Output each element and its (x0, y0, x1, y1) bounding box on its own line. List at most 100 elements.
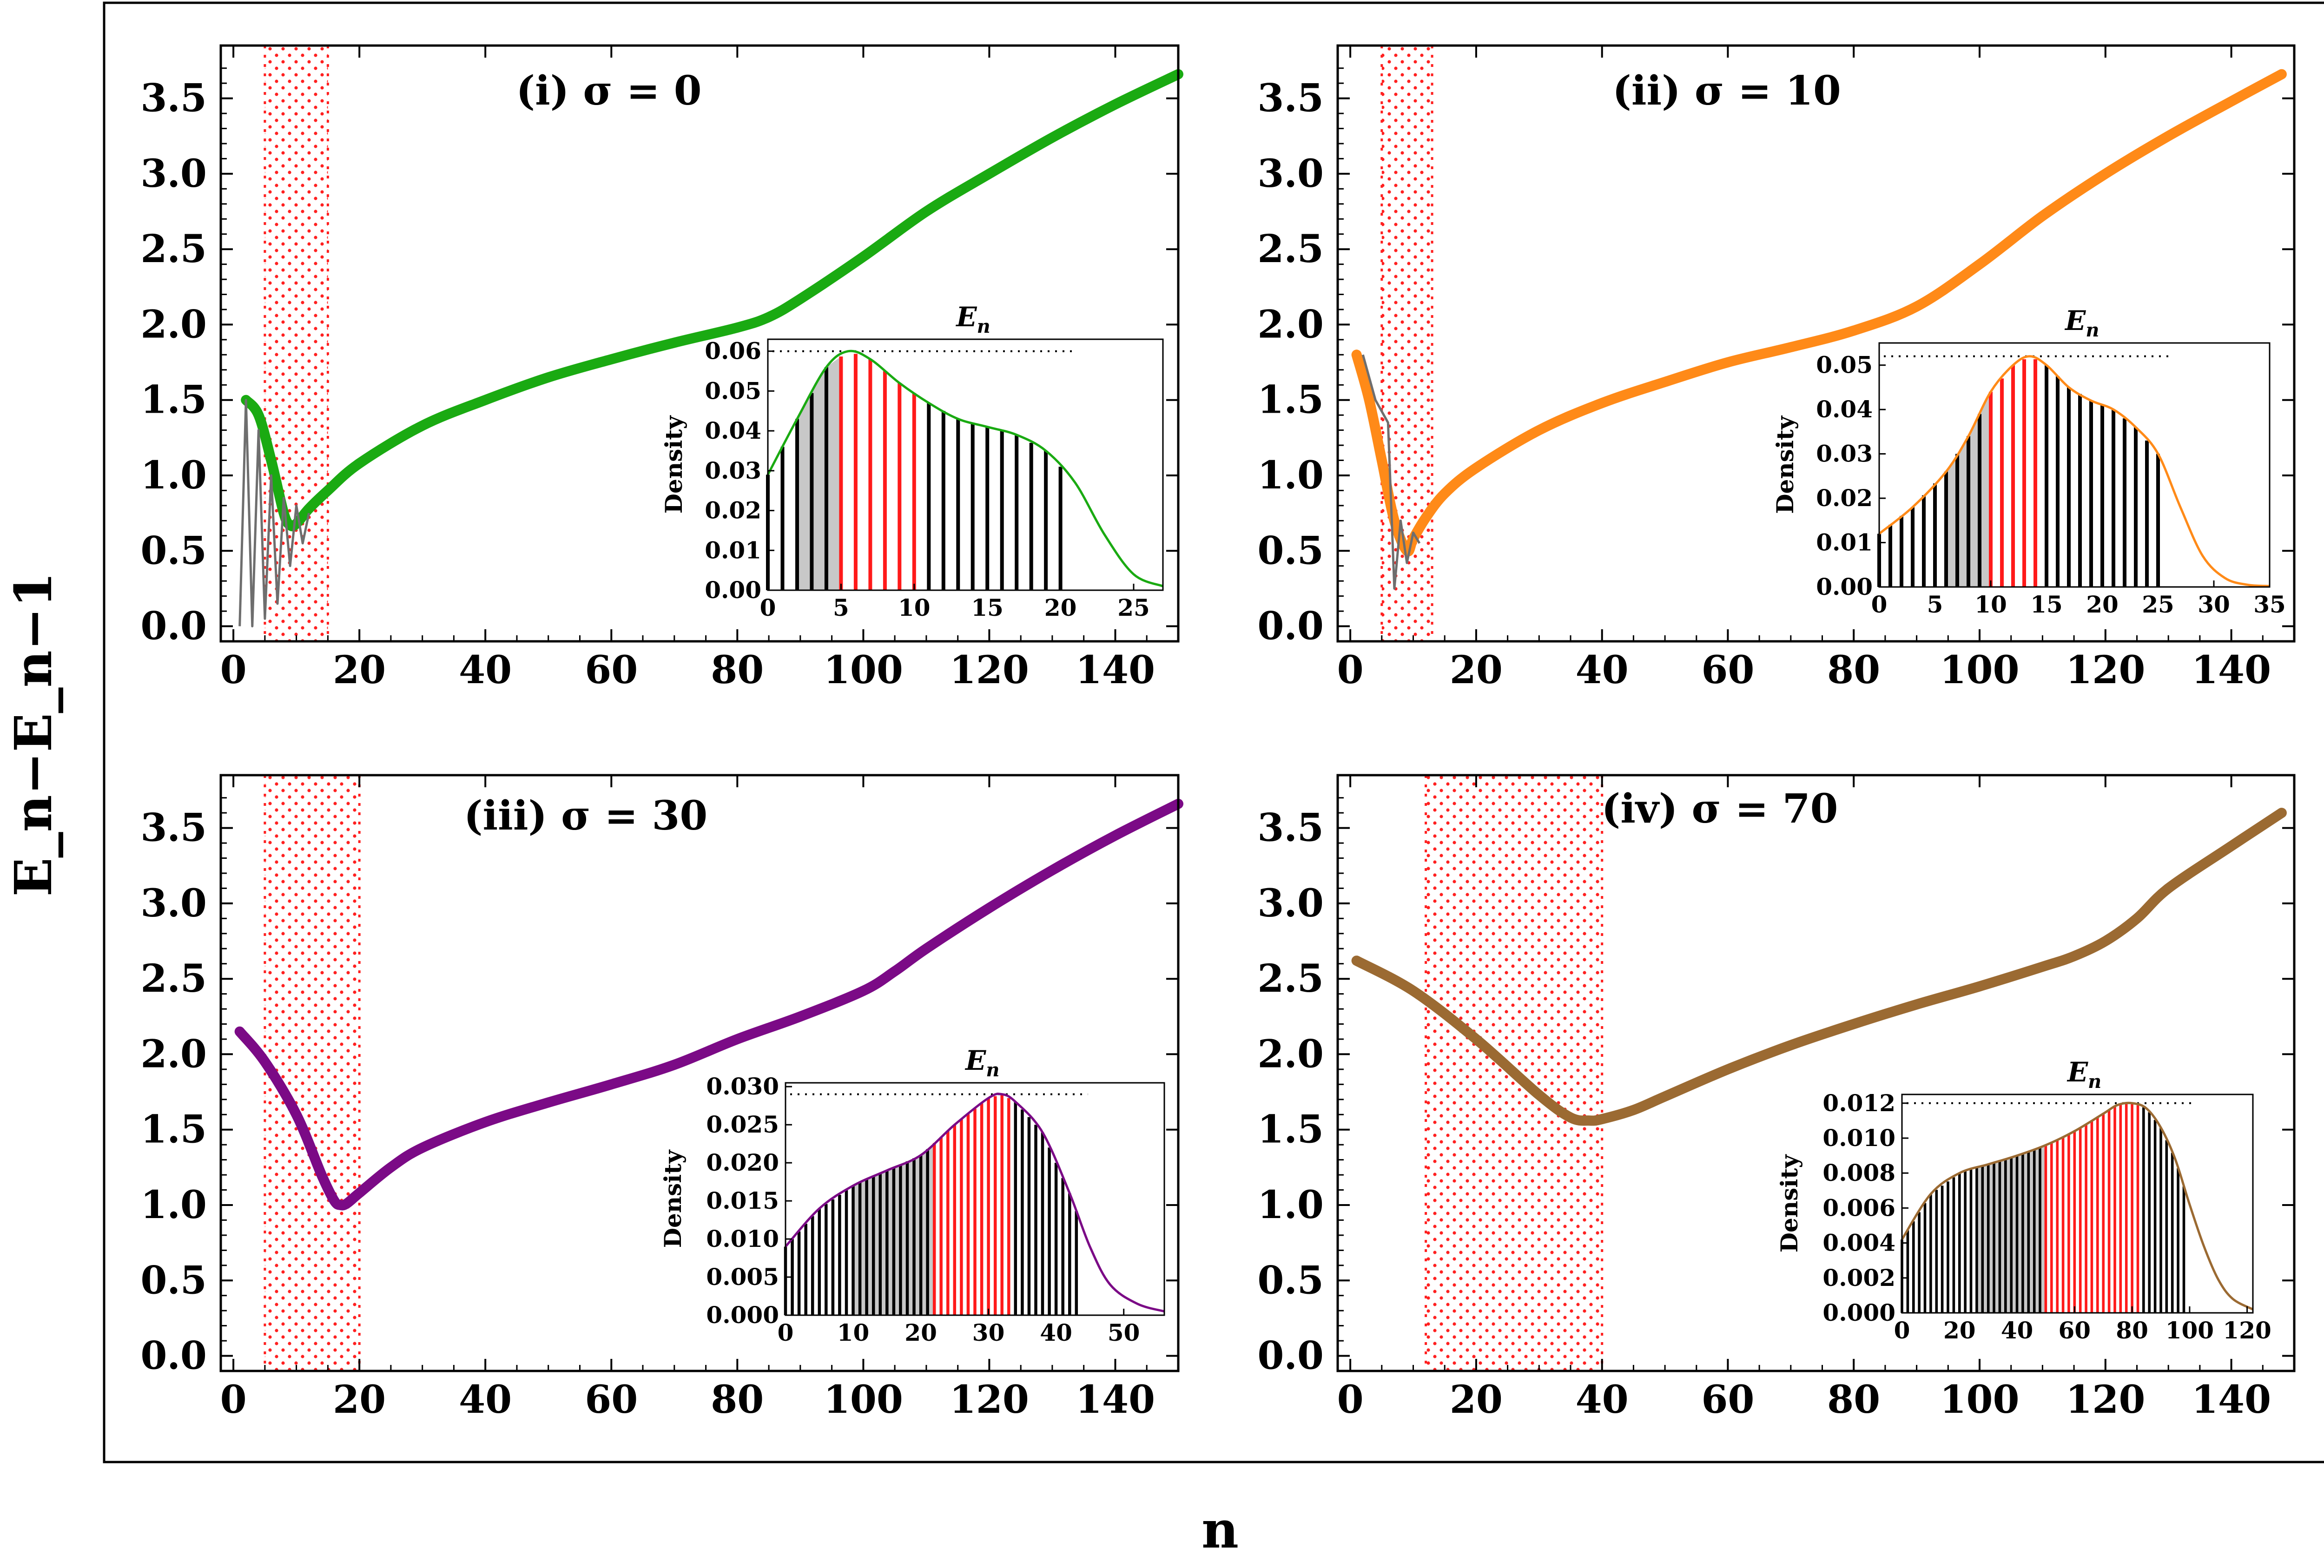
panel-title: (ii) σ = 10 (1612, 67, 1841, 114)
plot-frame (219, 774, 1180, 1372)
inset-x-tick-label: 25 (1117, 594, 1150, 621)
inset-y-tick-label: 0.03 (705, 457, 761, 484)
y-tick-label: 1.5 (1257, 378, 1324, 422)
inset-y-tick-label: 0.02 (705, 497, 761, 524)
y-tick-label: 3.0 (140, 152, 207, 196)
y-tick-label: 0.0 (140, 604, 207, 649)
y-tick-label: 3.5 (140, 806, 207, 850)
inset-x-tick-label: 100 (2166, 1317, 2214, 1344)
x-tick-label: 0 (220, 648, 247, 692)
x-tick-label: 80 (1827, 1377, 1880, 1422)
y-tick-label: 3.5 (1257, 76, 1324, 121)
inset-x-tick-label: 120 (2223, 1317, 2271, 1344)
inset-y-tick-label: 0.06 (705, 337, 761, 365)
inset-x-tick-label: 10 (837, 1319, 870, 1346)
x-tick-label: 120 (2066, 1377, 2145, 1422)
inset-density-curve (1901, 1101, 2254, 1311)
inset-x-tick-label: 30 (2198, 591, 2230, 618)
shaded-region (264, 775, 360, 1371)
y-tick-label: 2.0 (140, 302, 207, 347)
y-tick-label: 1.0 (140, 1183, 207, 1227)
x-tick-label: 20 (1450, 1377, 1503, 1422)
inset-x-tick-label: 0 (778, 1319, 794, 1346)
inset-frame (785, 1082, 1165, 1316)
x-tick-label: 80 (1827, 648, 1880, 692)
y-tick-label: 1.5 (1257, 1107, 1324, 1152)
x-tick-label: 60 (585, 1377, 638, 1422)
inset-x-tick-label: 40 (1040, 1319, 1072, 1346)
plot-frame (219, 44, 1180, 643)
inset-density-chart: 0 10 20 30 40 50 0.000 0.005 0.010 0.015 0.020 0.02… (659, 1045, 1165, 1346)
series-line-smooth (1351, 69, 2287, 557)
y-tick-label: 0.0 (1257, 604, 1324, 649)
inset-y-tick-label: 0.006 (1822, 1194, 1895, 1221)
y-tick-label: 2.5 (140, 227, 207, 271)
inset-background (1879, 343, 2270, 587)
inset-x-tick-label: 0 (1894, 1317, 1910, 1344)
x-tick-label: 20 (333, 1377, 386, 1422)
inset-y-tick-label: 0.00 (1816, 573, 1873, 600)
inset-x-tick-label: 20 (905, 1319, 937, 1346)
inset-y-tick-label: 0.020 (706, 1149, 779, 1176)
y-tick-label: 1.5 (140, 1107, 207, 1152)
inset-y-tick-label: 0.02 (1816, 484, 1873, 512)
y-tick-label: 0.0 (1257, 1334, 1324, 1378)
inset-x-tick-label: 60 (2059, 1317, 2091, 1344)
inset-frame (1878, 342, 2271, 588)
y-tick-label: 3.0 (1257, 152, 1324, 196)
x-axis-label: n (1202, 1500, 1239, 1560)
x-tick-label: 100 (824, 648, 903, 692)
inset-density-chart: 0 5 10 15 20 25 30 35 0.00 0.01 0.02 0.03 0.04 0.05 En… (1771, 305, 2286, 618)
inset-y-tick-label: 0.010 (706, 1225, 779, 1252)
y-tick-label: 1.0 (1257, 453, 1324, 498)
inset-y-tick-label: 0.03 (1816, 440, 1873, 468)
inset-x-tick-label: 20 (1943, 1317, 1976, 1344)
series-line-smooth (1351, 808, 2287, 1126)
x-tick-label: 120 (950, 1377, 1029, 1422)
x-tick-label: 140 (1076, 648, 1155, 692)
x-tick-label: 100 (1940, 1377, 2019, 1422)
inset-y-tick-label: 0.012 (1822, 1089, 1895, 1117)
panel-iii: 0 20 40 60 80 100 120 1400.00.51.01.52.02.53.03… (140, 774, 1183, 1422)
series-line-smooth (234, 798, 1183, 1211)
inset-density-curve (766, 349, 1163, 587)
x-tick-label: 60 (1701, 648, 1754, 692)
y-tick-label: 0.5 (1257, 528, 1324, 573)
inset-title: En (964, 1045, 999, 1081)
x-tick-label: 40 (459, 1377, 512, 1422)
panel-title: (i) σ = 0 (516, 67, 701, 114)
y-tick-label: 1.0 (1257, 1183, 1324, 1227)
inset-x-tick-label: 35 (2253, 591, 2286, 618)
y-tick-label: 2.5 (1257, 956, 1324, 1001)
x-tick-label: 0 (1337, 1377, 1364, 1422)
inset-density-curve (1878, 355, 2270, 587)
inset-x-tick-label: 25 (2142, 591, 2174, 618)
inset-y-tick-label: 0.015 (706, 1187, 779, 1214)
inset-x-tick-label: 20 (2086, 591, 2119, 618)
inset-x-tick-label: 10 (1974, 591, 2007, 618)
y-tick-label: 0.0 (140, 1334, 207, 1378)
inset-y-tick-label: 0.004 (1822, 1229, 1895, 1257)
y-tick-label: 2.0 (140, 1032, 207, 1076)
inset-x-tick-label: 15 (971, 594, 1004, 621)
series-line-oscillating (1361, 354, 1421, 590)
outer-frame (103, 1, 2324, 1463)
inset-title: En (955, 301, 990, 337)
panels: 0 20 40 60 80 100 120 1400.00.51.01.52.02.53.03… (140, 44, 2296, 1422)
inset-y-tick-label: 0.01 (1816, 529, 1873, 556)
inset-y-tick-label: 0.000 (706, 1301, 779, 1329)
inset-x-tick-label: 30 (972, 1319, 1005, 1346)
inset-frame (1901, 1094, 2254, 1314)
x-tick-label: 0 (1337, 648, 1364, 692)
inset-density-curve (785, 1093, 1165, 1313)
x-tick-label: 100 (1940, 648, 2019, 692)
panel-title: (iii) σ = 30 (464, 792, 707, 839)
inset-y-label: Density (1771, 415, 1799, 514)
y-tick-label: 3.5 (140, 76, 207, 121)
inset-density-chart: 0 5 10 15 20 25 0.00 0.01 0.02 0.03 0.04 0.05 0.06 En… (660, 301, 1164, 621)
inset-y-tick-label: 0.05 (1816, 351, 1873, 379)
inset-x-tick-label: 50 (1108, 1319, 1140, 1346)
inset-y-label: Density (1776, 1154, 1803, 1253)
inset-y-tick-label: 0.01 (705, 536, 761, 564)
series-line-smooth (241, 69, 1183, 532)
